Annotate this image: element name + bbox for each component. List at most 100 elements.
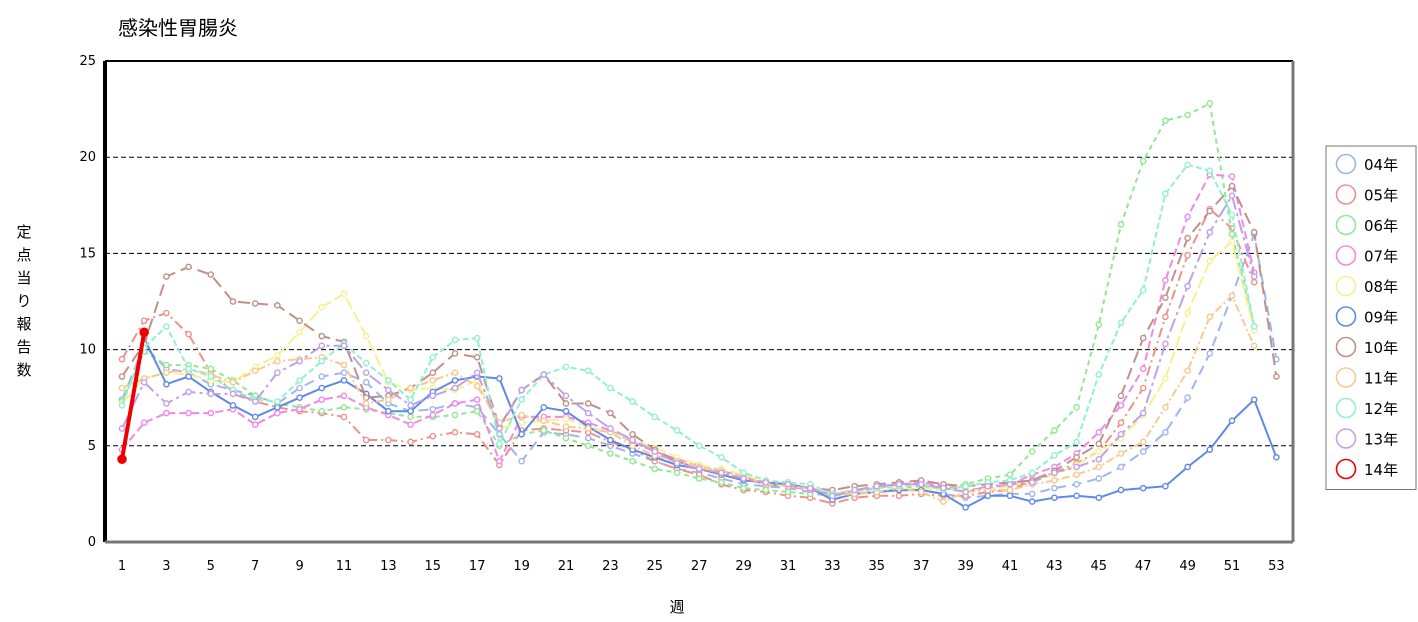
data-point [1028,490,1036,498]
data-point [1162,190,1169,198]
data-point [318,332,326,340]
data-point [584,434,592,442]
data-point [496,375,503,382]
legend-marker [1335,275,1357,297]
data-point [340,290,348,298]
data-point [806,484,814,492]
data-point [163,361,170,369]
data-point [429,369,437,376]
series-line [121,240,1256,493]
data-point [1051,477,1058,484]
data-point [340,404,348,411]
data-point [1051,484,1058,492]
data-point [1051,452,1058,459]
data-point [496,457,503,465]
data-point [1028,498,1036,505]
data-point [429,377,437,384]
data-point [1162,277,1169,284]
data-point [584,425,592,432]
data-point [296,317,303,325]
y-axis-title-char: 告 [16,338,31,356]
data-point [407,407,414,415]
series-line [121,293,1256,503]
data-point [118,425,126,432]
data-point [584,367,592,375]
data-point [251,413,259,421]
data-point [429,432,437,440]
data-point [762,479,770,486]
x-tick-label: 5 [207,559,215,574]
data-point [1139,365,1147,373]
data-point [540,371,548,378]
data-point [1117,486,1125,494]
data-point [1073,480,1080,488]
y-tick-label: 10 [79,343,96,358]
data-point [318,357,326,365]
data-point [518,430,525,438]
data-point [1117,419,1125,427]
data-point [1006,480,1014,488]
x-tick-label: 23 [602,559,619,574]
data-point [340,377,348,384]
grid-lines [105,60,1293,447]
data-point [962,482,969,490]
data-point [518,396,525,403]
data-point [1184,161,1191,169]
data-point [1006,486,1014,494]
data-point [229,298,237,305]
data-point [1206,350,1214,357]
data-point [207,409,215,417]
legend-label: 04年 [1364,156,1398,174]
data-point [385,396,392,403]
y-tick-label: 5 [88,439,96,454]
data-point [1162,404,1169,411]
data-point [1184,111,1191,119]
data-point [695,465,703,473]
data-point [362,379,370,386]
data-point [873,482,881,490]
legend-marker [1335,367,1357,388]
legend-label: 07年 [1364,248,1398,266]
y-axis-title-char: 数 [16,361,31,379]
data-point [1139,438,1147,446]
y-tick-label: 25 [79,54,96,69]
data-point [1184,234,1191,242]
data-point [629,436,636,444]
data-point [1095,494,1103,502]
data-point [185,373,192,380]
legend-marker [1335,336,1357,358]
data-point [740,484,747,492]
data-point [407,402,414,409]
data-point [318,303,326,311]
data-point [473,369,481,376]
data-point [1228,182,1236,190]
legend-marker [1335,214,1357,236]
legend-marker [1335,245,1357,266]
data-point [1206,100,1214,107]
data-point [1095,429,1103,436]
x-tick-label: 39 [957,559,974,574]
legend-marker [1335,397,1357,419]
x-tick-label: 19 [513,559,530,574]
data-point [340,342,348,350]
data-point [251,398,259,405]
data-point [1250,342,1258,350]
data-point [207,365,215,373]
data-point [318,342,326,350]
data-point [562,423,570,430]
data-point [1073,463,1080,471]
data-point [296,328,303,336]
data-point [274,398,281,405]
data-point [318,384,326,392]
data-point [473,382,481,390]
data-point [917,480,925,488]
y-axis-title-char: り [16,292,31,310]
data-point [762,486,770,494]
y-axis-title-char: 当 [16,269,31,287]
data-point [1228,211,1236,219]
data-point [385,377,392,384]
data-point [429,405,437,413]
data-point [1139,286,1147,294]
data-point [185,409,192,417]
